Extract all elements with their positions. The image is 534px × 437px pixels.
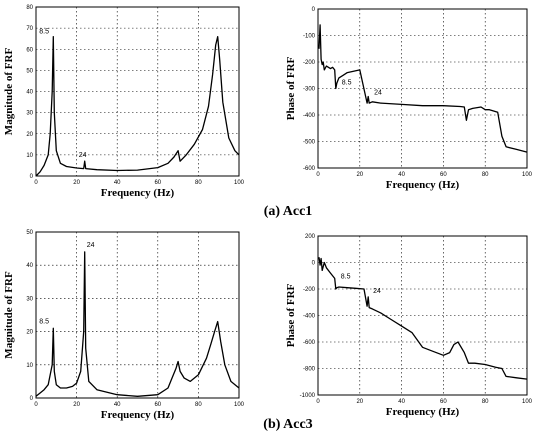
x-tick-label: 60 xyxy=(440,399,447,405)
chart-acc1-magnitude: 0 20 40 60 80 100 0 10 20 30 40 50 60 70 80 8.5 24 Freque… xyxy=(3,5,245,199)
peak-annotation: 8.5 xyxy=(39,318,49,325)
x-tick-label: 80 xyxy=(482,399,489,405)
y-tick-label: -300 xyxy=(303,87,316,93)
y-tick-label: 0 xyxy=(312,7,316,13)
y-tick-label: -400 xyxy=(303,314,316,320)
x-tick-label: 60 xyxy=(440,172,447,178)
peak-annotation: 24 xyxy=(374,89,382,96)
y-tick-label: 50 xyxy=(26,68,33,74)
peak-annotation: 24 xyxy=(87,242,95,249)
x-tick-label: 40 xyxy=(114,402,121,408)
y-tick-label: 20 xyxy=(26,132,33,138)
y-axis-label: Phase of FRF xyxy=(285,283,297,347)
y-tick-label: 60 xyxy=(26,47,33,53)
y-tick-label: 40 xyxy=(26,90,33,96)
y-tick-label: 40 xyxy=(26,263,33,269)
peak-annotation: 24 xyxy=(79,152,87,159)
y-axis-label: Magnitude of FRF xyxy=(3,48,15,136)
y-tick-label: 80 xyxy=(26,5,33,11)
y-tick-label: -600 xyxy=(303,166,316,172)
y-tick-label: -600 xyxy=(303,340,316,346)
frf-curve xyxy=(35,35,240,177)
x-tick-label: 100 xyxy=(522,399,533,405)
caption-acc1: (a) Acc1 xyxy=(264,204,313,219)
y-tick-label: 10 xyxy=(26,153,33,159)
y-tick-label: 0 xyxy=(30,174,34,180)
y-tick-label: 30 xyxy=(26,296,33,302)
x-axis-label: Frequency (Hz) xyxy=(386,406,460,418)
x-tick-label: 60 xyxy=(154,180,161,186)
x-tick-label: 20 xyxy=(356,172,363,178)
peak-annotation: 8.5 xyxy=(342,80,352,87)
peak-annotation: 24 xyxy=(373,288,381,295)
x-tick-label: 0 xyxy=(34,402,38,408)
x-tick-label: 0 xyxy=(34,180,38,186)
x-tick-label: 40 xyxy=(398,399,405,405)
peak-annotation: 8.5 xyxy=(39,29,49,36)
y-tick-label: 20 xyxy=(26,330,33,336)
plot-frame xyxy=(35,231,240,399)
plot-frame xyxy=(35,6,240,177)
x-tick-label: 0 xyxy=(316,172,320,178)
x-tick-label: 60 xyxy=(154,402,161,408)
x-tick-label: 80 xyxy=(195,402,202,408)
frf-curve xyxy=(318,24,528,153)
peak-annotation: 8.5 xyxy=(341,273,351,280)
x-tick-label: 100 xyxy=(522,172,533,178)
y-tick-label: -400 xyxy=(303,113,316,119)
y-tick-label: -200 xyxy=(303,60,316,66)
x-tick-label: 80 xyxy=(195,180,202,186)
chart-acc1-phase: 0 20 40 60 80 100 0 -100 -200 -300 -400 -500 -600 8.5… xyxy=(285,7,533,191)
x-tick-label: 100 xyxy=(234,180,245,186)
y-tick-label: 0 xyxy=(312,261,316,267)
y-tick-label: 30 xyxy=(26,111,33,117)
x-tick-label: 40 xyxy=(398,172,405,178)
chart-acc3-magnitude: 0 20 40 60 80 100 0 10 20 30 40 50 8.5 24 Frequency (H… xyxy=(3,230,245,421)
x-axis-label: Frequency (Hz) xyxy=(101,409,175,421)
y-tick-label: 50 xyxy=(26,230,33,236)
y-tick-label: 0 xyxy=(30,396,34,402)
y-tick-label: -800 xyxy=(303,367,316,373)
frf-curve xyxy=(35,251,240,397)
y-tick-label: 200 xyxy=(305,234,316,240)
frf-curve xyxy=(318,257,528,380)
y-tick-label: -500 xyxy=(303,140,316,146)
y-tick-label: -1000 xyxy=(300,393,316,399)
x-axis-label: Frequency (Hz) xyxy=(386,179,460,191)
x-tick-label: 100 xyxy=(234,402,245,408)
chart-acc3-phase: 0 20 40 60 80 100 200 0 -200 -400 -600 -800 -1000 8.5… xyxy=(285,234,533,418)
y-axis-label: Magnitude of FRF xyxy=(3,271,15,359)
x-tick-label: 80 xyxy=(482,172,489,178)
plot-frame xyxy=(317,235,528,396)
x-tick-label: 20 xyxy=(73,180,80,186)
x-tick-label: 20 xyxy=(73,402,80,408)
x-axis-label: Frequency (Hz) xyxy=(101,187,175,199)
y-tick-label: -100 xyxy=(303,34,316,40)
x-tick-label: 20 xyxy=(356,399,363,405)
y-axis-label: Phase of FRF xyxy=(285,56,297,120)
plot-frame xyxy=(317,8,528,169)
y-tick-label: 70 xyxy=(26,26,33,32)
x-tick-label: 0 xyxy=(316,399,320,405)
y-tick-label: 10 xyxy=(26,363,33,369)
y-tick-label: -200 xyxy=(303,287,316,293)
caption-acc3: (b) Acc3 xyxy=(263,417,312,432)
x-tick-label: 40 xyxy=(114,180,121,186)
